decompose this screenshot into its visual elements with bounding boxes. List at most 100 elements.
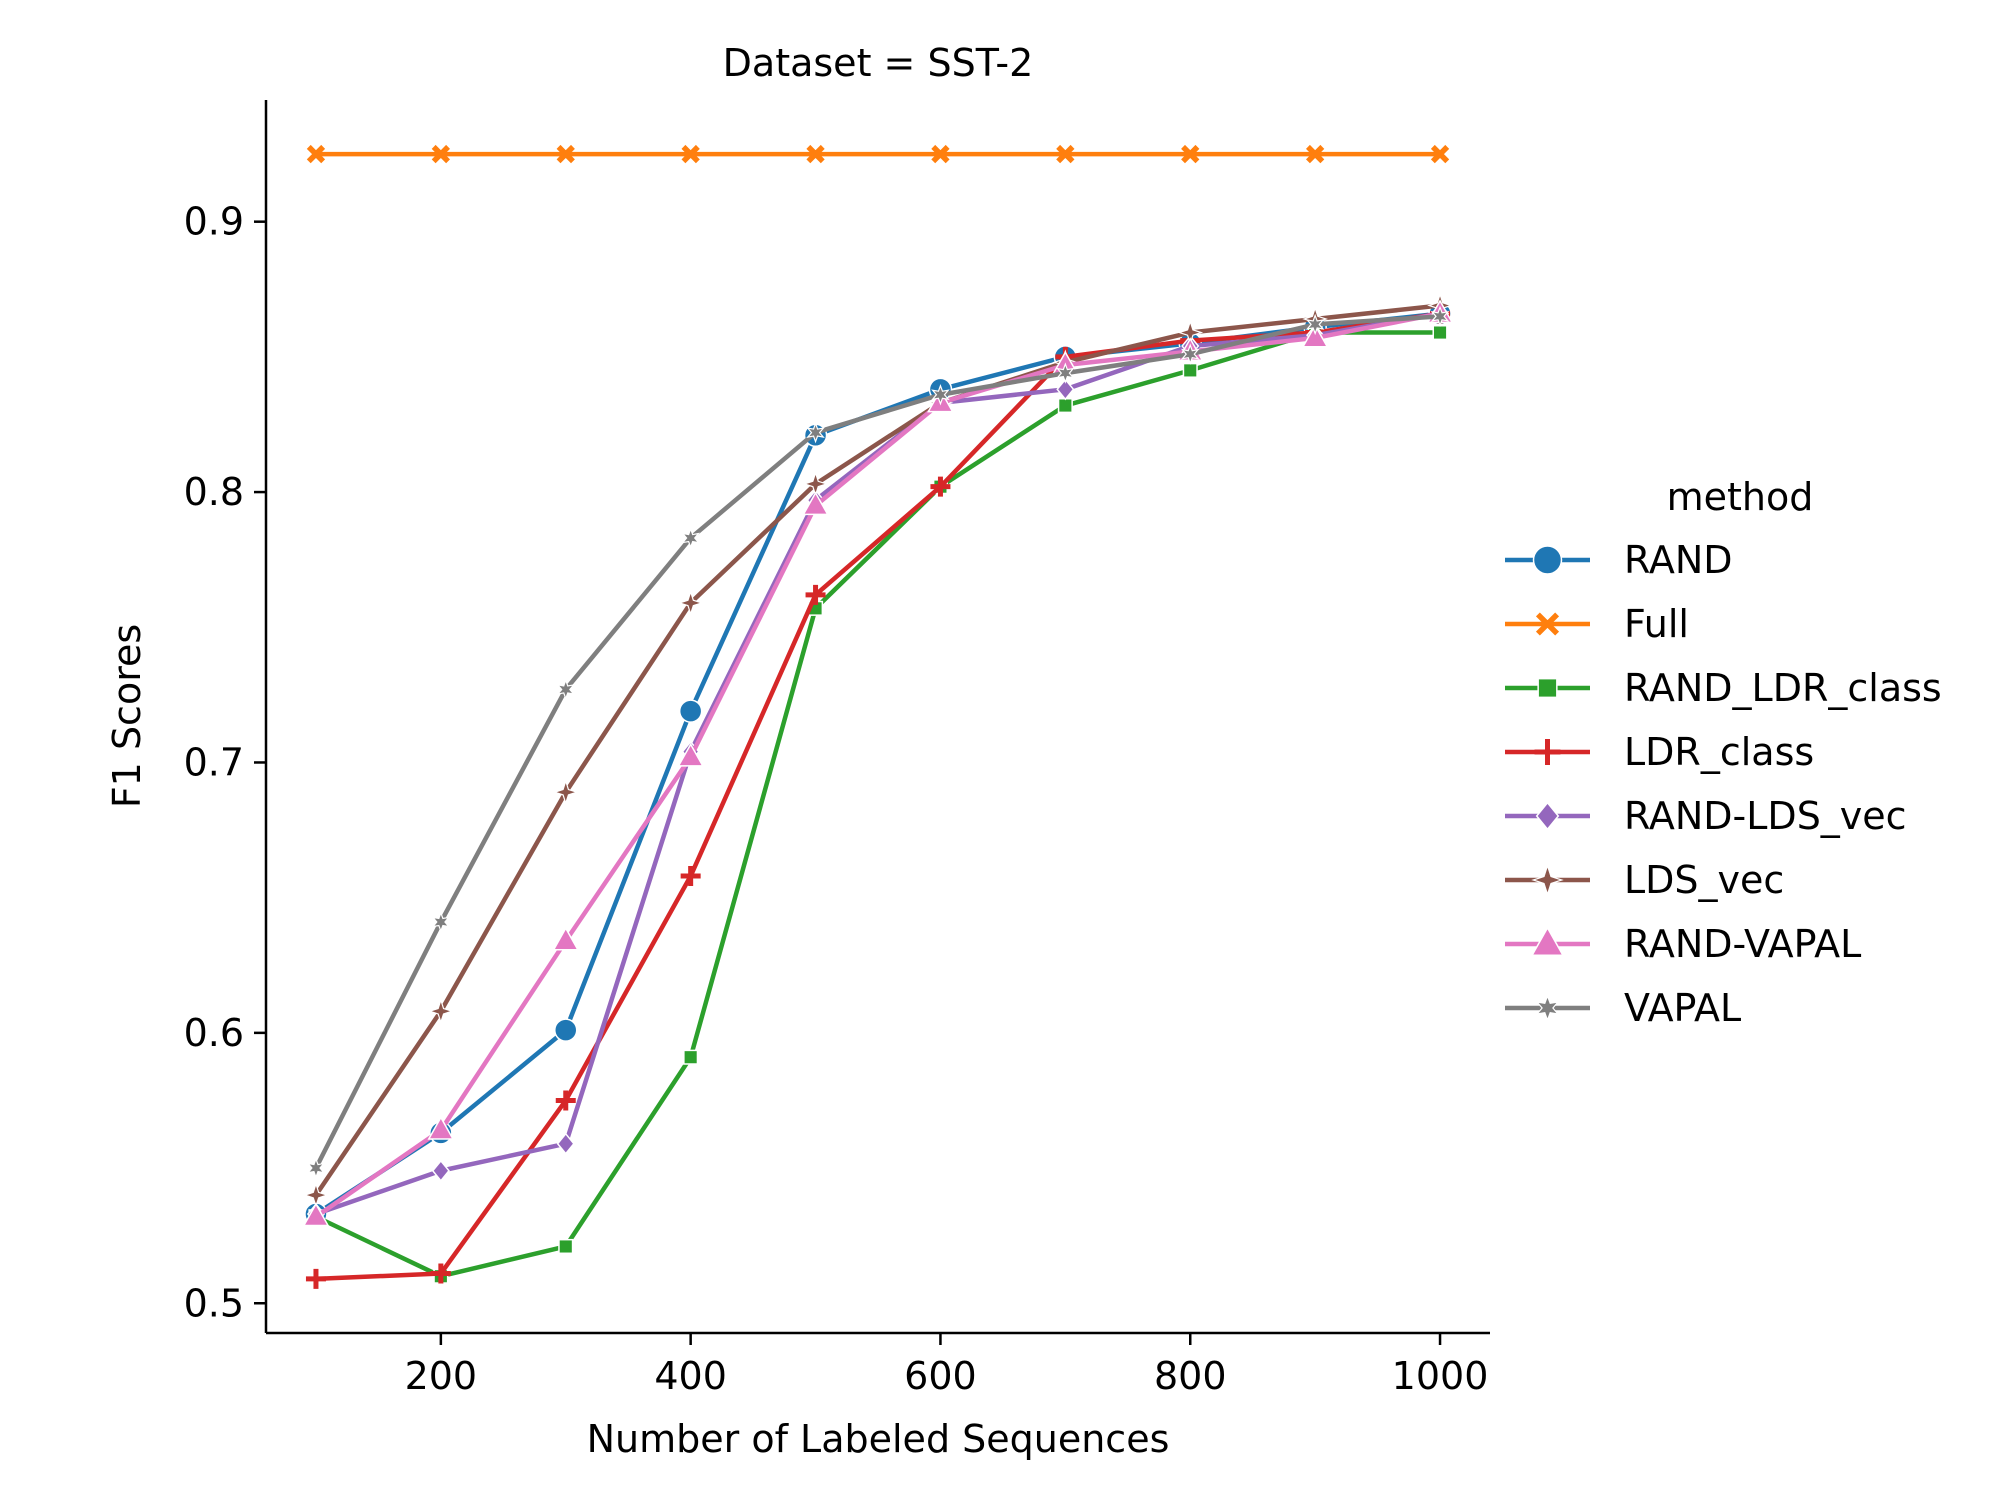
data-point	[931, 144, 950, 164]
data-point	[805, 584, 826, 605]
x-axis-title: Number of Labeled Sequences	[587, 1417, 1170, 1461]
y-tick-label: 0.6	[184, 1011, 244, 1055]
series-VAPAL	[306, 305, 1450, 1179]
data-point	[430, 1263, 451, 1284]
series-RAND-VAPAL	[302, 299, 1454, 1227]
data-point	[1430, 305, 1450, 328]
data-point	[1305, 313, 1325, 336]
data-point	[556, 678, 576, 701]
legend-label: VAPAL	[1624, 986, 1741, 1030]
y-tick-label: 0.9	[184, 200, 244, 244]
data-point	[1432, 324, 1448, 341]
legend-label: RAND	[1624, 538, 1733, 582]
data-point	[558, 1238, 574, 1255]
series-line	[313, 330, 1443, 1279]
legend-marker	[1534, 739, 1561, 765]
data-point	[680, 866, 701, 887]
data-point	[681, 527, 700, 549]
series-Full	[306, 144, 1450, 164]
x-tick-label: 1000	[1392, 1354, 1489, 1398]
data-point	[931, 383, 950, 406]
data-point	[681, 144, 700, 164]
legend-item: RAND-VAPAL	[1505, 922, 1861, 966]
legend-marker	[1530, 926, 1565, 956]
x-tick-label: 200	[405, 1354, 478, 1398]
data-point	[677, 589, 704, 616]
legend-label: RAND_LDR_class	[1624, 666, 1942, 710]
data-point	[554, 1018, 578, 1042]
series-RAND_LDR_class	[308, 324, 1448, 1284]
legend-label: LDR_class	[1624, 730, 1814, 774]
legend-item: RAND-LDS_vec	[1505, 794, 1907, 838]
series-line	[313, 311, 1443, 1219]
x-tick-label: 600	[904, 1354, 977, 1398]
y-tick-label: 0.8	[184, 470, 244, 514]
series-layer	[302, 144, 1454, 1289]
legend-marker	[1535, 994, 1560, 1022]
data-point	[302, 1202, 330, 1227]
legend-item: RAND	[1505, 538, 1733, 582]
series-line	[313, 314, 1443, 1171]
legend-marker	[1535, 801, 1560, 831]
legend-item: LDR_class	[1505, 730, 1814, 774]
legend-marker	[1531, 863, 1564, 897]
data-point	[1181, 144, 1200, 164]
legend-item: VAPAL	[1505, 986, 1741, 1030]
legend-item: RAND_LDR_class	[1505, 666, 1942, 710]
data-point	[1180, 343, 1200, 365]
y-axis-title: F1 Scores	[105, 624, 149, 808]
data-point	[552, 779, 579, 806]
legend-marker	[1535, 612, 1560, 636]
data-point	[431, 1159, 450, 1182]
data-point	[556, 1132, 575, 1155]
legend-title: method	[1667, 475, 1814, 519]
data-point	[806, 144, 825, 164]
y-tick-label: 0.7	[184, 740, 244, 784]
data-point	[556, 144, 575, 164]
series-line	[313, 311, 1443, 1217]
data-point	[1430, 144, 1450, 164]
data-point	[427, 1116, 455, 1140]
data-point	[1056, 378, 1075, 401]
data-point	[802, 491, 829, 516]
data-point	[1305, 144, 1325, 164]
legend-label: RAND-VAPAL	[1624, 922, 1861, 966]
y-ticks: 0.5 0.6 0.7 0.8 0.9	[184, 200, 266, 1325]
data-point	[683, 1049, 699, 1065]
data-point	[427, 998, 454, 1025]
series-line	[313, 303, 1443, 1198]
data-point	[1301, 323, 1329, 348]
data-point	[930, 476, 951, 497]
data-point	[306, 1157, 326, 1179]
legend-marker	[1532, 545, 1563, 575]
data-point	[678, 699, 703, 723]
data-point	[431, 911, 451, 933]
legend-label: Full	[1624, 602, 1689, 646]
data-point	[806, 421, 825, 444]
data-point	[306, 144, 326, 164]
data-point	[677, 742, 705, 767]
legend-item: LDS_vec	[1505, 858, 1784, 902]
legend-items: RAND Full RAND_LDR_class LDR_class RAND-LDS_…	[1505, 538, 1942, 1030]
data-point	[305, 1268, 326, 1289]
data-point	[555, 1090, 576, 1111]
y-tick-label: 0.5	[184, 1281, 244, 1325]
data-point	[1182, 362, 1198, 378]
chart-title: Dataset = SST-2	[723, 41, 1034, 85]
legend-label: RAND-LDS_vec	[1624, 794, 1907, 838]
series-line	[313, 311, 1443, 1282]
series-LDS_vec	[303, 292, 1453, 1209]
data-point	[1057, 397, 1073, 414]
legend-item: Full	[1505, 602, 1689, 646]
data-point	[552, 926, 580, 951]
legend-label: LDS_vec	[1624, 858, 1784, 902]
data-point	[431, 144, 451, 164]
x-ticks: 200 400 600 800 1000	[405, 1333, 1489, 1398]
data-point	[1056, 362, 1075, 384]
legend: method RANDFullRAND_LDR_classLDR_classRA…	[1505, 475, 1942, 1030]
x-tick-label: 400	[654, 1354, 727, 1398]
x-tick-label: 800	[1154, 1354, 1227, 1398]
legend-marker	[1537, 677, 1558, 699]
data-point	[1056, 144, 1075, 164]
